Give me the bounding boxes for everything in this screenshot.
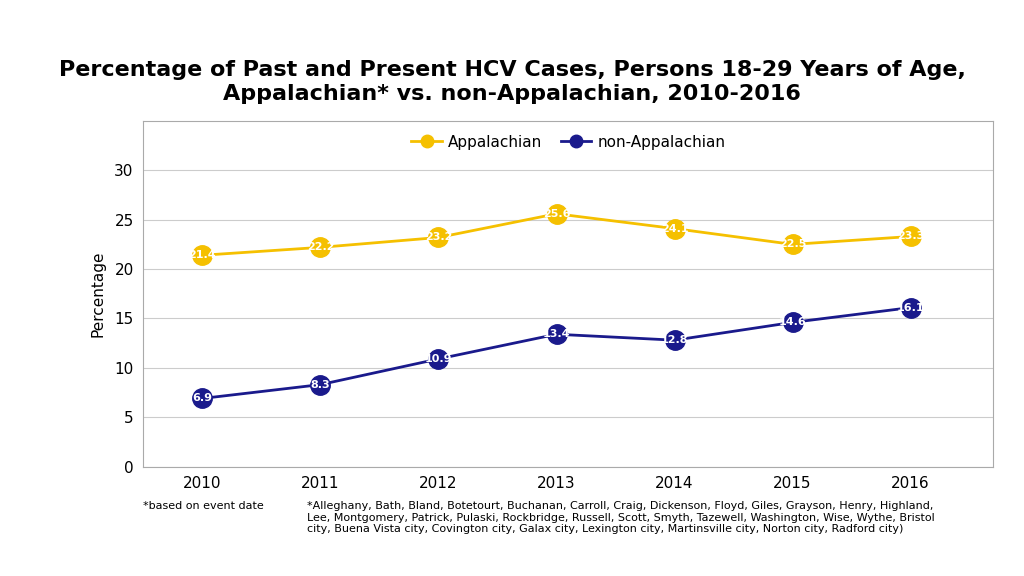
Text: 16.1: 16.1: [897, 302, 925, 313]
Text: *based on event date: *based on event date: [143, 501, 264, 511]
Text: Percentage of Past and Present HCV Cases, Persons 18-29 Years of Age,
Appalachia: Percentage of Past and Present HCV Cases…: [58, 60, 966, 104]
Text: 6.9: 6.9: [193, 393, 212, 403]
Text: 23.2: 23.2: [425, 233, 453, 242]
Text: 12.8: 12.8: [660, 335, 688, 345]
Text: 23.3: 23.3: [897, 232, 925, 241]
Text: 22.5: 22.5: [779, 240, 806, 249]
Text: 10.9: 10.9: [425, 354, 453, 364]
Text: *Alleghany, Bath, Bland, Botetourt, Buchanan, Carroll, Craig, Dickenson, Floyd, : *Alleghany, Bath, Bland, Botetourt, Buch…: [307, 501, 935, 535]
Text: 14.6: 14.6: [778, 317, 807, 327]
Y-axis label: Percentage: Percentage: [91, 251, 105, 337]
Legend: Appalachian, non-Appalachian: Appalachian, non-Appalachian: [406, 128, 731, 156]
Text: 24.1: 24.1: [660, 223, 688, 234]
Text: 13.4: 13.4: [543, 329, 570, 339]
Text: 8.3: 8.3: [310, 380, 330, 389]
Text: 21.4: 21.4: [188, 250, 216, 260]
Text: 22.2: 22.2: [306, 242, 334, 252]
Text: 25.6: 25.6: [543, 209, 570, 219]
